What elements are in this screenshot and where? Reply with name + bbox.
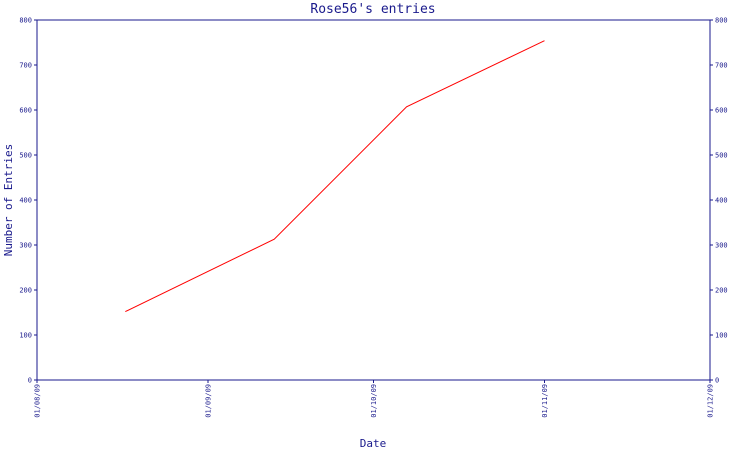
y-tick-label-right: 500 — [715, 152, 728, 160]
y-tick-label-right: 300 — [715, 242, 728, 250]
y-tick-label-left: 0 — [28, 377, 32, 385]
x-axis-label: Date — [360, 437, 387, 450]
y-tick-label-right: 800 — [715, 17, 728, 25]
y-tick-label-left: 100 — [19, 332, 32, 340]
y-tick-label-left: 800 — [19, 17, 32, 25]
x-axis: 01/08/09 01/09/09 01/10/09 01/11/09 01/12/09 — [34, 380, 715, 418]
y-tick-label-left: 500 — [19, 152, 32, 160]
x-tick-label: 01/11/09 — [541, 384, 549, 418]
y-tick-label-right: 700 — [715, 62, 728, 70]
x-tick-label: 01/10/09 — [370, 384, 378, 418]
y-tick-label-left: 400 — [19, 197, 32, 205]
y-tick-label-left: 200 — [19, 287, 32, 295]
y-tick-label-right: 100 — [715, 332, 728, 340]
y-axis-left: 0 100 200 300 400 500 600 700 800 — [19, 17, 37, 385]
y-axis-right: 0 100 200 300 400 500 600 700 800 — [710, 17, 728, 385]
x-tick-label: 01/08/09 — [34, 384, 42, 418]
series-group — [125, 40, 545, 313]
y-axis-label: Number of Entries — [2, 144, 15, 257]
y-tick-label-right: 400 — [715, 197, 728, 205]
y-tick-label-left: 300 — [19, 242, 32, 250]
plot-frame — [36, 19, 711, 381]
y-tick-label-right: 600 — [715, 107, 728, 115]
x-tick-label: 01/09/09 — [205, 384, 213, 418]
y-tick-label-right: 200 — [715, 287, 728, 295]
y-tick-label-left: 600 — [19, 107, 32, 115]
x-tick-label: 01/12/09 — [707, 384, 715, 418]
series-line — [125, 40, 545, 313]
y-tick-label-right: 0 — [715, 377, 719, 385]
y-tick-label-left: 700 — [19, 62, 32, 70]
chart-title: Rose56's entries — [310, 2, 435, 17]
